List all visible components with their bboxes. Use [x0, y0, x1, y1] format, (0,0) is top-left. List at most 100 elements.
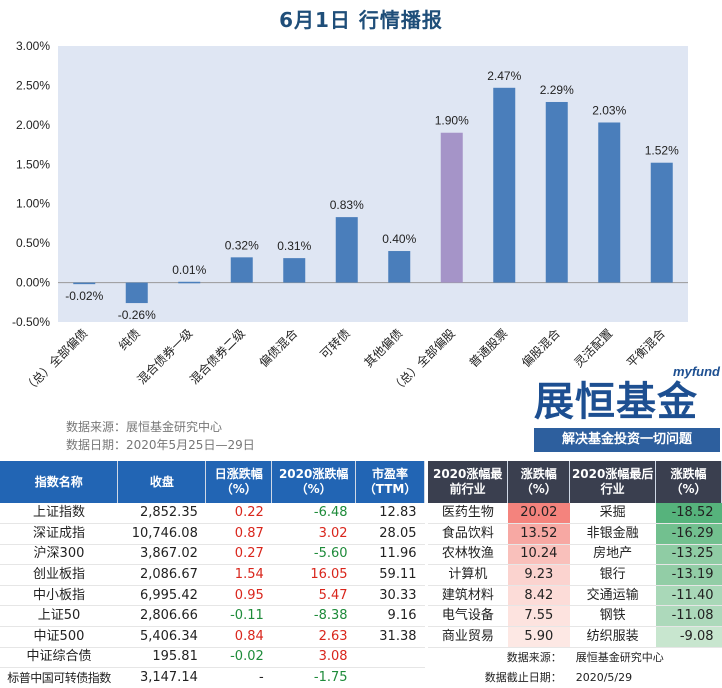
data-label: 0.32%: [225, 238, 259, 252]
table-footer-row: 数据截止日期： 2020/5/29: [428, 668, 722, 688]
col-header: 收盘: [117, 461, 207, 503]
index-name: 上证50: [0, 605, 118, 628]
data-label: 0.40%: [382, 232, 416, 246]
index-name: 中小板指: [0, 585, 118, 607]
close-value: 3,867.02: [117, 544, 206, 566]
index-name: 标普中国可转债指数: [0, 667, 118, 688]
bar: [335, 217, 358, 283]
x-tick-label: 普通股票: [467, 326, 511, 370]
index-table: 指数名称 收盘 日涨跌幅（%） 2020涨跌幅（%） 市盈率（TTM） 上证指数…: [0, 461, 425, 688]
top-industry: 食品饮料: [428, 523, 508, 545]
table-row: 农林牧渔 10.24 房地产 -13.25: [428, 544, 722, 566]
col-header: 2020涨跌幅（%）: [271, 461, 357, 503]
plot-area: [58, 46, 688, 322]
index-name: 深证成指: [0, 523, 118, 545]
table-footer-row: 数据来源： 展恒基金研究中心: [428, 647, 722, 668]
ytd-change: 3.02: [271, 523, 356, 545]
data-label: -0.02%: [65, 289, 103, 303]
ytd-change: 3.08: [271, 647, 356, 669]
day-change: 0.95: [205, 585, 272, 607]
bar: [230, 257, 253, 283]
top-industry-change: 20.02: [507, 503, 570, 525]
col-header: 2020涨幅最后行业: [569, 461, 657, 503]
close-value: 2,806.66: [117, 605, 206, 628]
table-row: 电气设备 7.55 钢铁 -11.08: [428, 605, 722, 628]
top-industry: 医药生物: [428, 503, 508, 525]
pe-ratio: 59.11: [355, 564, 425, 586]
col-header: 日涨跌幅（%）: [205, 461, 273, 503]
data-label: 2.29%: [540, 83, 574, 97]
x-tick-label: 混合债券二级: [186, 326, 248, 388]
day-change: 0.84: [205, 626, 272, 648]
bottom-industry-change: -13.19: [655, 564, 722, 586]
top-industry: 农林牧渔: [428, 544, 508, 566]
bar: [125, 282, 148, 304]
table-row: 中小板指 6,995.42 0.95 5.47 30.33: [0, 585, 425, 607]
bottom-industry: 交通运输: [569, 585, 656, 607]
bar: [178, 281, 201, 284]
footer-label: 数据来源：: [506, 650, 562, 664]
footer-value: 2020/5/29: [575, 671, 633, 685]
bar-chart: 3.00% 2.50% 2.00% 1.50% 1.00% 0.50% 0.00% -0.50…: [12, 39, 688, 396]
close-value: 195.81: [117, 647, 206, 669]
table-row: 中证综合债 195.81 -0.02 3.08: [0, 647, 425, 669]
table-row: 中证500 5,406.34 0.84 2.63 31.38: [0, 626, 425, 648]
bar: [650, 162, 673, 283]
data-label: 1.90%: [435, 114, 469, 128]
close-value: 2,086.67: [117, 564, 206, 586]
table-row: 上证50 2,806.66 -0.11 -8.38 9.16: [0, 605, 425, 628]
data-label: 2.03%: [592, 103, 626, 117]
close-value: 2,852.35: [117, 503, 206, 525]
data-label: 0.31%: [277, 239, 311, 253]
x-tick-label: 偏债混合: [256, 326, 301, 371]
industry-table: 2020涨幅最前行业 涨跌幅（%） 2020涨幅最后行业 涨跌幅（%） 医药生物…: [428, 461, 722, 688]
top-industry-change: 7.55: [507, 605, 570, 628]
bottom-industry: 非银金融: [569, 523, 656, 545]
index-name: 上证指数: [0, 503, 118, 525]
pe-ratio: [355, 667, 425, 688]
x-tick-label: 其他偏债: [361, 326, 406, 371]
footer-label: 数据截止日期：: [484, 671, 562, 685]
top-industry-change: 8.42: [507, 585, 570, 607]
index-name: 中证500: [0, 626, 118, 648]
table-row: 标普中国可转债指数 3,147.14- -1.75: [0, 667, 425, 688]
pe-ratio: [355, 647, 425, 669]
brand-name: 展恒基金: [534, 379, 698, 425]
day-change: 0.27: [205, 544, 272, 566]
top-industry-change: 9.23: [507, 564, 570, 586]
pe-ratio: 31.38: [355, 626, 425, 648]
ytd-change: -1.75: [271, 667, 356, 688]
table-row: 沪深300 3,867.02 0.27 -5.60 11.96: [0, 544, 425, 566]
bottom-industry-change: -18.52: [655, 503, 722, 525]
brand-logo: myfund 展恒基金 解决基金投资一切问题: [528, 364, 722, 460]
bottom-industry-change: -11.40: [655, 585, 722, 607]
ytd-change: 2.63: [271, 626, 356, 648]
brand-tag: myfund: [673, 364, 720, 379]
bottom-industry: 采掘: [569, 503, 656, 525]
brand-slogan: 解决基金投资一切问题: [534, 428, 720, 452]
ytd-change: 5.47: [271, 585, 356, 607]
x-tick-label: 混合债券一级: [134, 326, 196, 388]
y-tick-label: 1.50%: [16, 157, 50, 171]
table-row: 医药生物 20.02 采掘 -18.52: [428, 503, 722, 525]
x-tick-label: 纯债: [116, 326, 143, 353]
bar: [545, 101, 568, 283]
data-label: 2.47%: [487, 69, 521, 83]
day-change: -: [205, 667, 272, 688]
close-value: 3,147.14: [117, 667, 206, 688]
top-industry: 商业贸易: [428, 626, 508, 648]
index-name: 沪深300: [0, 544, 118, 566]
top-industry: 建筑材料: [428, 585, 508, 607]
top-industry: 电气设备: [428, 605, 508, 628]
table-row: 上证指数 2,852.35 0.22 -6.48 12.83: [0, 503, 425, 525]
bottom-industry: 钢铁: [569, 605, 656, 628]
close-value: 6,995.42: [117, 585, 206, 607]
bar: [388, 251, 411, 283]
bottom-industry-change: -9.08: [655, 626, 722, 648]
ytd-change: 16.05: [271, 564, 356, 586]
pe-ratio: 11.96: [355, 544, 425, 566]
ytd-change: -6.48: [271, 503, 356, 525]
data-date: 数据日期：2020年5月25日—29日: [66, 438, 255, 452]
top-industry-change: 13.52: [507, 523, 570, 545]
col-header: 涨跌幅（%）: [507, 461, 571, 503]
